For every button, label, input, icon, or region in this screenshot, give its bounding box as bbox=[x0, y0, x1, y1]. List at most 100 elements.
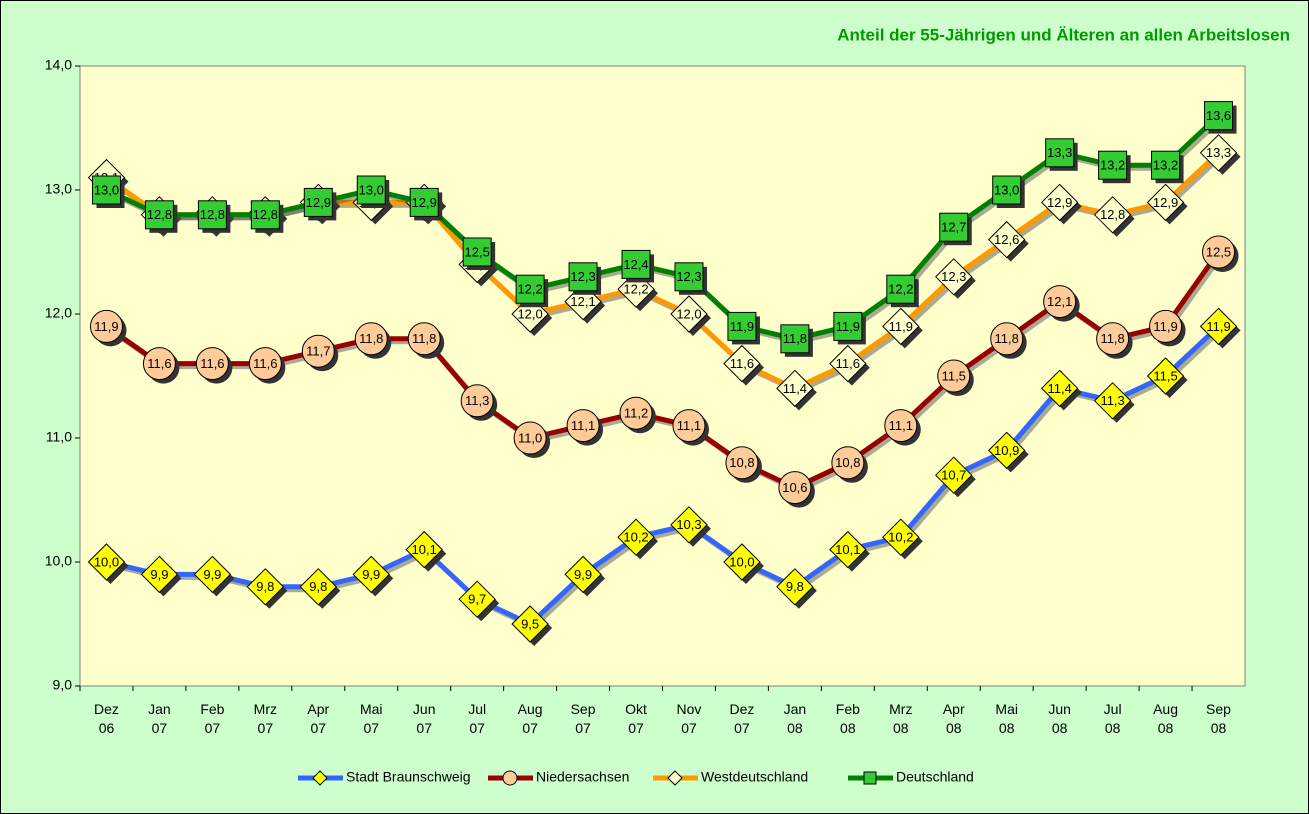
data-label: 12,9 bbox=[306, 195, 331, 210]
data-label: 11,5 bbox=[1153, 368, 1177, 383]
data-label: 11,6 bbox=[147, 356, 171, 371]
marker bbox=[619, 396, 653, 430]
data-label: 11,1 bbox=[571, 418, 595, 433]
marker bbox=[670, 506, 708, 544]
marker bbox=[1199, 134, 1238, 172]
marker bbox=[882, 518, 920, 556]
data-label: 12,8 bbox=[253, 207, 278, 222]
data-label: 11,8 bbox=[1100, 331, 1124, 346]
marker bbox=[1040, 369, 1079, 408]
data-label: 11,9 bbox=[94, 319, 118, 334]
marker bbox=[829, 530, 867, 569]
x-tick-label: Feb 07 bbox=[200, 701, 224, 736]
y-tick-label: 9,0 bbox=[53, 677, 73, 693]
data-label: 10,6 bbox=[782, 480, 807, 495]
marker bbox=[674, 262, 704, 292]
data-label: 9,9 bbox=[574, 567, 592, 582]
marker bbox=[723, 543, 761, 581]
legend-label: Westdeutschland bbox=[701, 769, 808, 785]
marker bbox=[246, 568, 285, 606]
data-label: 9,9 bbox=[362, 567, 380, 582]
marker bbox=[617, 518, 655, 556]
marker bbox=[140, 555, 179, 594]
chart-title: Anteil der 55-Jährigen und Älteren an al… bbox=[837, 25, 1290, 44]
data-label: 11,1 bbox=[677, 418, 701, 433]
data-label: 11,9 bbox=[889, 319, 913, 334]
data-label: 10,1 bbox=[835, 542, 860, 557]
data-label: 13,6 bbox=[1206, 108, 1231, 123]
data-label: 11,6 bbox=[836, 356, 860, 371]
marker bbox=[89, 309, 123, 343]
marker bbox=[935, 258, 973, 296]
marker bbox=[352, 555, 390, 594]
series-line bbox=[105, 250, 1221, 491]
marker bbox=[937, 359, 971, 393]
y-tick-label: 12,0 bbox=[45, 305, 72, 321]
data-label: 10,2 bbox=[623, 530, 648, 545]
marker bbox=[248, 347, 282, 381]
data-label: 12,8 bbox=[147, 207, 172, 222]
marker bbox=[833, 311, 863, 341]
marker bbox=[727, 311, 757, 341]
marker bbox=[935, 456, 973, 494]
x-tick-label: Nov 07 bbox=[677, 701, 702, 736]
data-label: 12,8 bbox=[1100, 207, 1125, 222]
marker bbox=[87, 543, 126, 581]
marker bbox=[405, 530, 443, 569]
marker bbox=[1093, 196, 1132, 234]
series: 10,0 9,9 9,9 9,8 9,8 9,9 10,1 9,7 9,5 9,9 10,2 10,3… bbox=[87, 307, 1241, 646]
x-tick-label: Mai 07 bbox=[360, 701, 383, 736]
data-label: 13,2 bbox=[1100, 158, 1125, 173]
marker bbox=[884, 409, 918, 443]
data-label: 11,8 bbox=[412, 331, 436, 346]
marker bbox=[776, 568, 814, 606]
marker bbox=[299, 568, 338, 606]
marker bbox=[1045, 138, 1075, 168]
marker bbox=[1043, 285, 1077, 319]
marker bbox=[511, 605, 549, 643]
data-label: 9,7 bbox=[468, 592, 486, 607]
legend-label: Niedersachsen bbox=[536, 769, 629, 785]
data-label: 13,2 bbox=[1153, 158, 1178, 173]
marker bbox=[1146, 357, 1185, 395]
marker bbox=[564, 555, 602, 594]
marker bbox=[407, 322, 441, 356]
marker bbox=[458, 580, 496, 618]
marker bbox=[939, 212, 969, 242]
y-tick-label: 11,0 bbox=[46, 429, 72, 445]
marker bbox=[303, 187, 333, 217]
marker bbox=[1204, 101, 1234, 131]
marker bbox=[672, 409, 706, 443]
marker bbox=[1199, 307, 1238, 346]
data-label: 12,6 bbox=[994, 232, 1019, 247]
marker bbox=[356, 175, 386, 205]
marker bbox=[829, 344, 867, 383]
marker bbox=[515, 274, 545, 304]
data-label: 9,8 bbox=[309, 579, 327, 594]
data-label: 9,8 bbox=[256, 579, 274, 594]
data-label: 12,5 bbox=[1206, 244, 1231, 259]
data-label: 13,3 bbox=[1047, 145, 1072, 160]
marker bbox=[1096, 322, 1130, 356]
data-label: 11,9 bbox=[1153, 319, 1177, 334]
data-label: 11,9 bbox=[836, 319, 860, 334]
x-tick-label: Jun 07 bbox=[413, 701, 436, 736]
x-tick-label: Apr 08 bbox=[943, 701, 965, 736]
series-line bbox=[105, 324, 1221, 627]
data-label: 11,2 bbox=[624, 406, 648, 421]
data-label: 12,3 bbox=[941, 269, 966, 284]
marker bbox=[776, 369, 814, 408]
x-tick-label: Feb 08 bbox=[836, 701, 860, 736]
marker bbox=[1040, 183, 1079, 222]
marker bbox=[987, 220, 1026, 259]
data-label: 12,2 bbox=[517, 282, 542, 297]
data-label: 11,4 bbox=[783, 381, 807, 396]
x-tick-label: Jul 08 bbox=[1104, 701, 1122, 736]
data-label: 11,5 bbox=[942, 368, 966, 383]
x-tick-label: Jul 07 bbox=[468, 701, 486, 736]
x-tick-label: Jun 08 bbox=[1048, 701, 1071, 736]
data-label: 12,0 bbox=[676, 306, 701, 321]
marker bbox=[1149, 309, 1183, 343]
marker bbox=[460, 384, 494, 418]
data-label: 9,8 bbox=[786, 579, 804, 594]
